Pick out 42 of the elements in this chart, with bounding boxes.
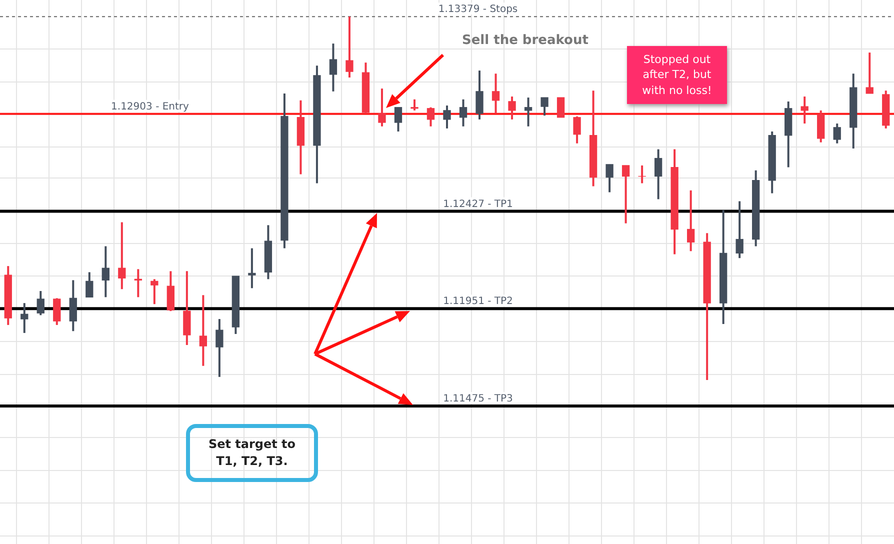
candlestick <box>86 271 94 298</box>
candlestick <box>394 106 402 132</box>
candlestick <box>686 189 695 252</box>
candlestick <box>573 115 581 144</box>
candlestick <box>102 245 110 298</box>
candlestick <box>199 294 208 367</box>
candlestick <box>378 88 386 128</box>
candlestick <box>216 318 224 378</box>
candlestick <box>654 148 662 200</box>
candlestick <box>426 106 435 128</box>
candlestick <box>736 200 744 260</box>
candlestick <box>53 297 61 326</box>
ref-line-label: 1.12903 - Entry <box>111 102 190 113</box>
candlestick <box>556 97 565 118</box>
candlestick <box>606 163 614 194</box>
ref-line-label: 1.13379 - Stops <box>438 4 518 16</box>
candlestick <box>508 96 516 120</box>
candlestick <box>800 96 808 125</box>
candlestick <box>20 302 28 334</box>
candlestick <box>410 98 418 112</box>
candlestick <box>329 42 338 92</box>
candlestick <box>118 221 126 290</box>
candlestick <box>150 278 158 306</box>
candlestick <box>36 290 44 316</box>
candlestick <box>476 70 484 120</box>
annotation: Stopped out after T2, but with no loss! <box>627 46 727 104</box>
candlestick <box>69 279 77 332</box>
candlestick <box>459 98 468 128</box>
annotation: Sell the breakout <box>462 32 588 50</box>
candlestick <box>540 96 548 117</box>
annotation: Set target to T1, T2, T3. <box>186 424 318 482</box>
candlestick <box>346 16 354 79</box>
ref-line-label: 1.11951 - TP2 <box>443 296 513 308</box>
candlestick <box>443 104 451 130</box>
candlestick <box>833 122 841 144</box>
candlestick <box>866 52 874 94</box>
candlestick <box>524 96 532 128</box>
ref-line-label: 1.11475 - TP3 <box>443 394 513 405</box>
candlestick <box>492 72 500 115</box>
ref-line-label: 1.12427 - TP1 <box>443 198 513 210</box>
candlestick <box>622 164 630 224</box>
candlestick <box>248 247 256 290</box>
